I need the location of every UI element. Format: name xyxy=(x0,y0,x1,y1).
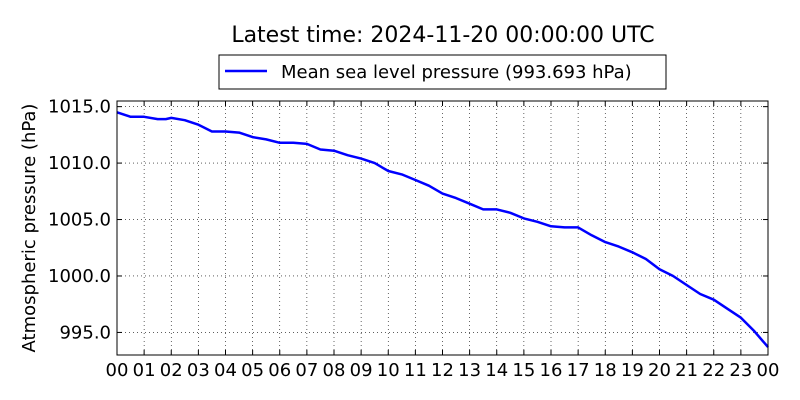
grid-lines xyxy=(117,101,768,355)
x-tick-label: 02 xyxy=(160,360,183,381)
axis-ticks xyxy=(116,101,769,355)
x-tick-label: 06 xyxy=(268,360,291,381)
y-tick-label: 995.0 xyxy=(59,322,111,343)
y-axis-label: Atmospheric pressure (hPa) xyxy=(19,104,40,353)
x-tick-label: 01 xyxy=(133,360,156,381)
plot-frame xyxy=(116,100,769,356)
y-tick-label: 1005.0 xyxy=(48,210,111,231)
x-tick-label: 07 xyxy=(295,360,318,381)
x-tick-label: 11 xyxy=(404,360,427,381)
y-tick-label: 1010.0 xyxy=(48,153,111,174)
x-tick-label: 04 xyxy=(214,360,237,381)
x-tick-label: 08 xyxy=(323,360,346,381)
x-tick-label: 13 xyxy=(458,360,481,381)
x-tick-label: 00 xyxy=(106,360,129,381)
x-tick-label: 19 xyxy=(621,360,644,381)
x-tick-label: 16 xyxy=(540,360,563,381)
x-tick-label: 21 xyxy=(675,360,698,381)
x-tick-label: 23 xyxy=(729,360,752,381)
x-tick-label: 12 xyxy=(431,360,454,381)
x-tick-label: 14 xyxy=(485,360,508,381)
x-tick-label: 20 xyxy=(648,360,671,381)
tick-labels: 00 01 02 03 04 05 06 07 08 09 10 11 12 13 14 15 16 17 18 19… xyxy=(48,97,779,381)
x-tick-label: 05 xyxy=(241,360,264,381)
x-tick-label: 22 xyxy=(702,360,725,381)
x-tick-label: 15 xyxy=(512,360,535,381)
x-tick-label: 00 xyxy=(757,360,780,381)
legend-label: Mean sea level pressure (993.693 hPa) xyxy=(281,62,632,83)
x-tick-label: 17 xyxy=(567,360,590,381)
x-tick-label: 09 xyxy=(350,360,373,381)
legend-box xyxy=(218,54,667,90)
y-tick-label: 1015.0 xyxy=(48,97,111,118)
x-tick-label: 10 xyxy=(377,360,400,381)
x-tick-label: 18 xyxy=(594,360,617,381)
x-tick-label: 03 xyxy=(187,360,210,381)
series-line-mslp xyxy=(116,111,769,348)
y-tick-label: 1000.0 xyxy=(48,266,111,287)
chart-title: Latest time: 2024-11-20 00:00:00 UTC xyxy=(231,23,654,48)
series-group xyxy=(116,111,769,348)
